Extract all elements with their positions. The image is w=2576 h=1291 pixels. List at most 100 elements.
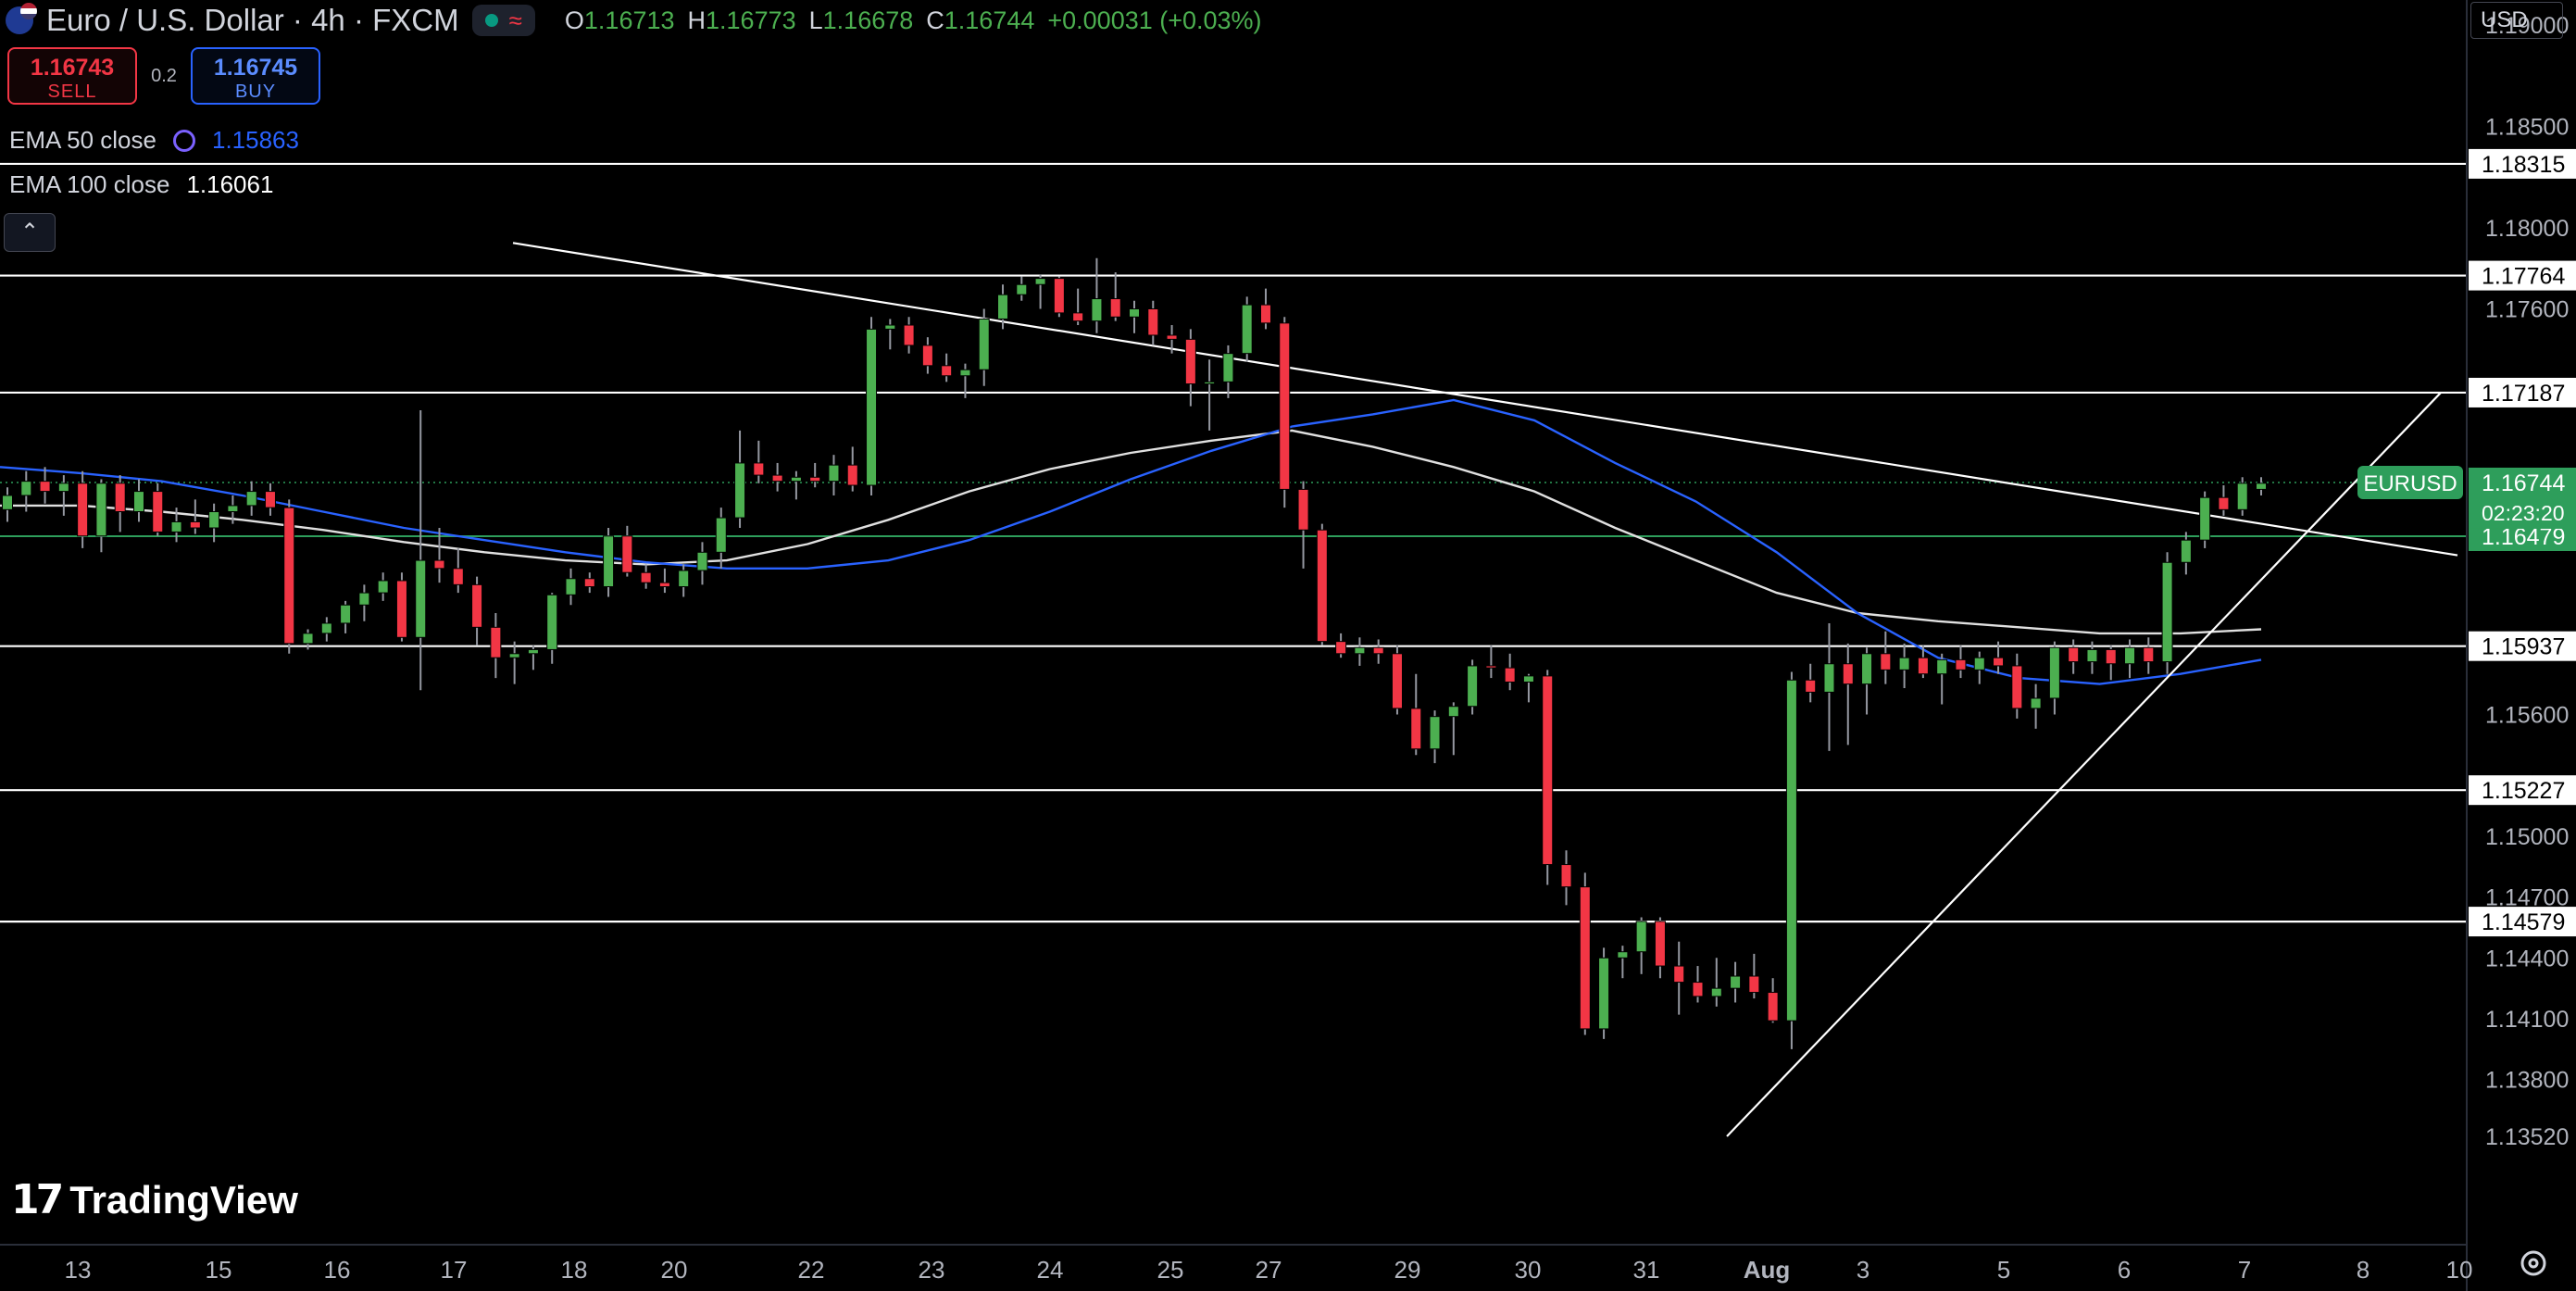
bearish-candle — [114, 475, 126, 533]
bullish-candle — [20, 470, 32, 512]
candle-body — [1222, 353, 1234, 382]
candle-body — [1316, 529, 1328, 643]
collapse-legend-button[interactable]: ⌃ — [4, 213, 56, 252]
candle-body — [2199, 496, 2211, 541]
symbol-title[interactable]: Euro / U.S. Dollar · 4h · FXCM — [46, 3, 459, 37]
candle-body — [2143, 646, 2155, 663]
bullish-candle — [1429, 710, 1441, 764]
candle-body — [866, 328, 878, 486]
candle-body — [490, 626, 502, 658]
candle-body — [603, 535, 615, 588]
level-price-tag: 1.14579 — [2469, 907, 2576, 937]
ema50-legend[interactable]: EMA 50 close 1.15863 — [9, 126, 299, 155]
time-tick-label: 24 — [1037, 1256, 1064, 1284]
candle-body — [208, 511, 220, 529]
candle-body — [245, 491, 257, 507]
price-tick-label: 1.15000 — [2485, 824, 2569, 850]
candle-body — [1259, 304, 1271, 324]
candle-body — [1053, 278, 1065, 314]
bearish-candle — [1654, 917, 1666, 979]
price-tick-label: 1.14100 — [2485, 1007, 2569, 1033]
time-tick-label: 13 — [65, 1256, 92, 1284]
candle-body — [433, 559, 445, 570]
candle-body — [1710, 987, 1722, 997]
bullish-candle — [2256, 477, 2267, 495]
candle-body — [2124, 646, 2136, 665]
candle-body — [1467, 665, 1479, 708]
bearish-candle — [1805, 663, 1817, 703]
candle-body — [1034, 278, 1046, 285]
candle-body — [809, 476, 821, 483]
bearish-candle — [809, 462, 821, 488]
currency-selector[interactable]: USD — [2470, 2, 2563, 39]
candle-body — [1204, 381, 1216, 385]
bullish-candle — [245, 481, 257, 516]
bullish-candle — [678, 564, 690, 597]
candle-body — [1973, 657, 1985, 671]
time-tick-label: 29 — [1394, 1256, 1421, 1284]
bullish-candle — [866, 317, 878, 495]
candle-body — [1166, 334, 1178, 340]
bullish-candle — [415, 410, 427, 691]
bullish-candle — [546, 593, 558, 664]
last-price-label: 1.16744 — [2482, 470, 2565, 496]
price-tag-bg — [2469, 377, 2576, 407]
tradingview-logo[interactable]: 17 TradingView — [11, 1176, 298, 1223]
candle-body — [903, 324, 915, 346]
bearish-candle — [1072, 288, 1084, 326]
time-tick-label: 3 — [1857, 1256, 1869, 1284]
time-tick-label: 7 — [2238, 1256, 2251, 1284]
high-key: H — [687, 6, 707, 34]
candle-body — [1993, 657, 2005, 667]
candle-body — [621, 535, 633, 573]
trade-panel: 1.16743 SELL 0.2 1.16745 BUY — [7, 47, 320, 105]
bullish-candle — [1617, 946, 1629, 979]
time-tick-label: 16 — [324, 1256, 351, 1284]
candle-body — [20, 481, 32, 496]
candle-body — [1579, 886, 1591, 1030]
candle-body — [1673, 965, 1685, 984]
ema100-legend[interactable]: EMA 100 close 1.16061 — [9, 170, 273, 199]
candle-body — [640, 571, 652, 583]
candle-body — [1372, 646, 1384, 655]
candle-body — [997, 294, 1009, 320]
bearish-candle — [1842, 643, 1854, 746]
bearish-candle — [1579, 872, 1591, 1035]
countdown-label: 02:23:20 — [2482, 501, 2565, 525]
candle-body — [320, 622, 332, 634]
last-price-tag-bg — [2469, 467, 2576, 529]
bearish-candle — [77, 470, 89, 548]
bullish-candle — [734, 430, 746, 529]
candle-body — [395, 580, 407, 638]
buy-button[interactable]: 1.16745 BUY — [191, 47, 320, 105]
bearish-candle — [1560, 850, 1572, 906]
bearish-candle — [1053, 276, 1065, 318]
sell-button[interactable]: 1.16743 SELL — [7, 47, 137, 105]
candle-body — [790, 476, 802, 483]
time-tick-label: 30 — [1515, 1256, 1542, 1284]
level-price-tag: 1.15227 — [2469, 775, 2576, 806]
bearish-candle — [1184, 329, 1196, 407]
price-tag-label: 1.17764 — [2482, 264, 2565, 290]
bearish-candle — [2011, 653, 2023, 719]
settings-gear-icon[interactable] — [2517, 1247, 2550, 1280]
bullish-candle — [227, 495, 239, 524]
ema50-value: 1.15863 — [211, 126, 299, 154]
bearish-candle — [452, 547, 464, 594]
price-tag-bg — [2469, 775, 2576, 806]
bearish-candle — [1297, 481, 1309, 569]
bullish-candle — [358, 584, 370, 621]
eurusd-flag-icon — [6, 3, 37, 34]
bullish-candle — [1823, 622, 1835, 751]
bullish-candle — [884, 319, 896, 350]
bearish-candle — [264, 483, 276, 516]
market-status[interactable]: ≈ — [471, 5, 535, 36]
time-tick-label: 6 — [2118, 1256, 2131, 1284]
bearish-candle — [1955, 646, 1967, 679]
candle-body — [1522, 675, 1534, 683]
candle-body — [39, 481, 51, 493]
candle-body — [1748, 975, 1760, 994]
bullish-candle — [2048, 641, 2060, 715]
bearish-candle — [1335, 633, 1347, 658]
